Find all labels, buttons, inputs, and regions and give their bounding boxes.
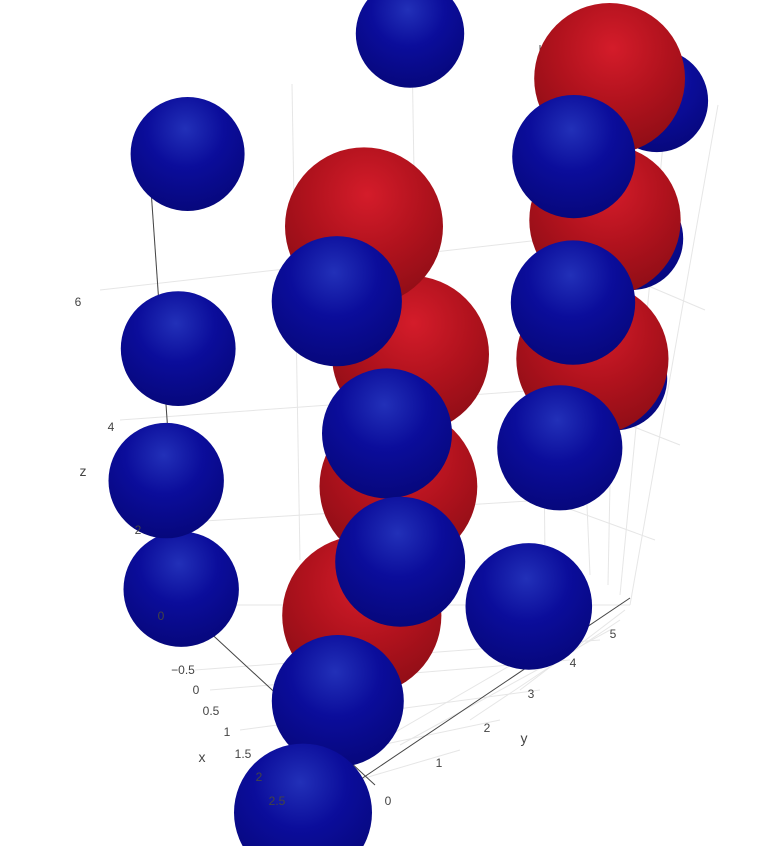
blue-sphere-marker bbox=[120, 291, 236, 406]
x-tick-label: 2 bbox=[256, 770, 263, 784]
z-axis-title: z bbox=[80, 463, 87, 479]
y-axis-title: y bbox=[521, 730, 528, 746]
blue-sphere-marker bbox=[322, 368, 452, 499]
y-tick-label: 2 bbox=[484, 721, 491, 735]
y-axis-ticks: 0 1 2 3 4 5 y bbox=[385, 627, 617, 808]
blue-sphere-marker bbox=[130, 97, 245, 211]
y-tick-label: 4 bbox=[570, 656, 577, 670]
z-tick-label: 2 bbox=[135, 523, 142, 537]
x-tick-label: 1.5 bbox=[235, 747, 252, 761]
blue-sphere-marker bbox=[271, 236, 402, 367]
z-tick-label: 4 bbox=[108, 420, 115, 434]
x-axis-ticks: −0.5 0 0.5 1 1.5 2 2.5 x bbox=[171, 663, 286, 808]
blue-sphere-marker bbox=[108, 422, 224, 539]
sphere-markers bbox=[108, 0, 709, 846]
x-axis-title: x bbox=[199, 749, 206, 765]
blue-sphere-marker bbox=[355, 0, 465, 88]
x-tick-label: 0.5 bbox=[203, 704, 220, 718]
z-tick-label: 0 bbox=[158, 609, 165, 623]
x-tick-label: 1 bbox=[224, 725, 231, 739]
y-tick-label: 1 bbox=[436, 756, 443, 770]
blue-sphere-marker bbox=[510, 240, 636, 365]
y-tick-label: 3 bbox=[528, 687, 535, 701]
y-tick-label: 5 bbox=[610, 627, 617, 641]
blue-sphere-marker bbox=[271, 635, 404, 767]
blue-sphere-marker bbox=[497, 385, 623, 511]
x-tick-label: 2.5 bbox=[269, 794, 286, 808]
blue-sphere-marker bbox=[465, 543, 593, 670]
z-axis-ticks: 6 4 2 0 z bbox=[75, 295, 165, 623]
x-tick-label: −0.5 bbox=[171, 663, 195, 677]
blue-sphere-marker bbox=[335, 496, 466, 627]
x-tick-label: 0 bbox=[193, 683, 200, 697]
blue-sphere-marker bbox=[123, 531, 239, 647]
blue-sphere-marker bbox=[234, 743, 372, 846]
y-tick-label: 0 bbox=[385, 794, 392, 808]
z-tick-label: 6 bbox=[75, 295, 82, 309]
blue-sphere-marker bbox=[512, 95, 636, 219]
